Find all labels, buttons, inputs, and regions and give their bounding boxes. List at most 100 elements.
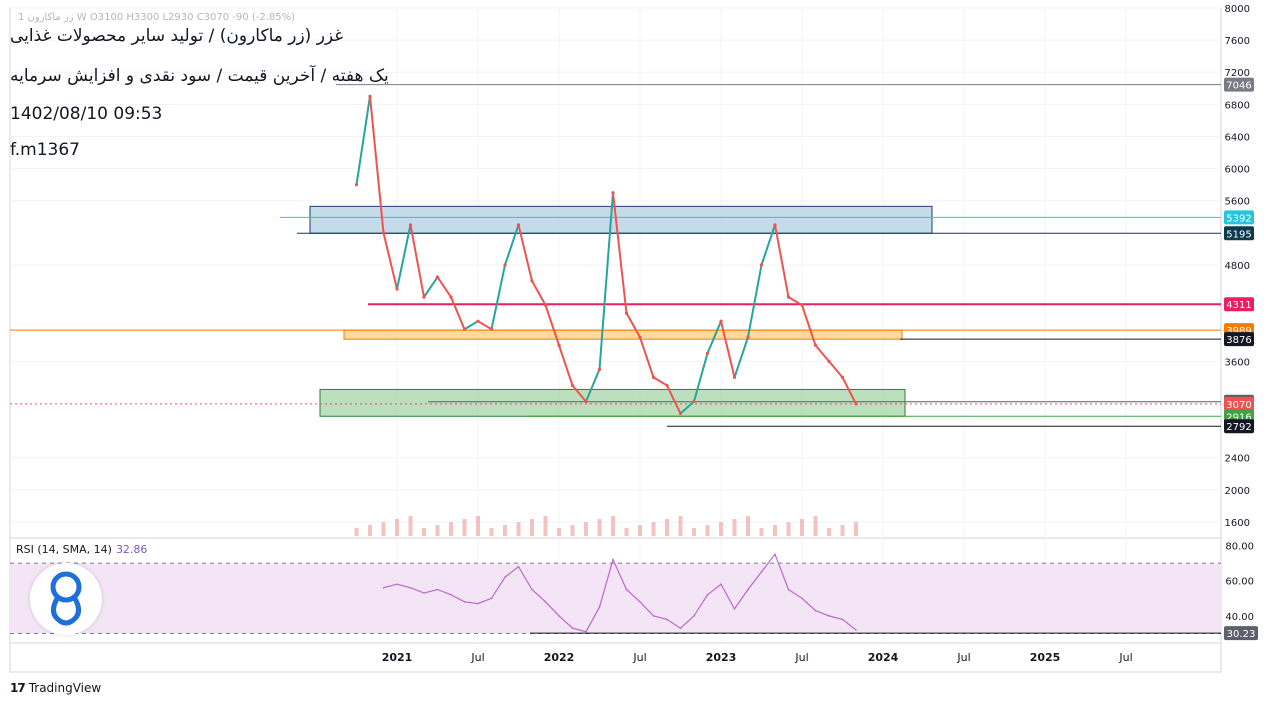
price-label-box	[1224, 396, 1254, 411]
price-segment	[544, 304, 560, 346]
volume-bar	[381, 522, 386, 536]
rsi-current-label: 30.23	[1227, 629, 1256, 640]
chart-subtitle: یک هفته / آخرین قیمت / سود نقدی و افزایش…	[10, 66, 389, 86]
volume-bar	[368, 525, 372, 536]
rsi-current-box	[1224, 626, 1258, 641]
loop-logo-icon	[50, 571, 82, 626]
price-segment	[814, 344, 830, 362]
volume-bar	[503, 525, 507, 536]
price-point	[368, 94, 372, 98]
price-axis-tick: 6000	[1225, 165, 1250, 176]
price-point	[840, 375, 845, 379]
rsi-point	[625, 588, 628, 591]
price-segment	[477, 320, 493, 331]
price-axis-tick: 3600	[1225, 357, 1250, 368]
price-point	[611, 191, 615, 195]
time-axis-tick: 2022	[544, 651, 575, 664]
price-segment	[774, 224, 790, 298]
time-axis-tick: 2023	[706, 651, 737, 664]
volume-bar	[678, 516, 683, 536]
chart-author: f.m1367	[10, 140, 80, 160]
rsi-point	[706, 593, 709, 596]
tradingview-footer[interactable]: 17 TradingView	[10, 681, 101, 695]
volume-bar	[732, 519, 737, 536]
time-axis-tick: Jul	[470, 651, 484, 664]
volume-bar	[651, 522, 656, 536]
price-segment	[787, 296, 803, 306]
price-segment	[828, 360, 844, 379]
rsi-point	[382, 586, 385, 589]
price-segment	[706, 320, 722, 354]
rsi-point	[733, 608, 736, 610]
price-segment	[382, 232, 398, 290]
rsi-point	[787, 588, 790, 591]
price-point	[395, 287, 399, 291]
chart-date: 1402/08/10 09:53	[10, 104, 163, 124]
rsi-point	[679, 627, 682, 630]
rsi-point	[423, 592, 425, 594]
rsi-point	[544, 601, 547, 603]
volume-bar	[354, 528, 359, 536]
price-point	[489, 327, 494, 331]
rsi-point	[585, 630, 587, 633]
volume-bar	[422, 528, 426, 536]
rsi-line	[383, 553, 857, 633]
price-segment	[504, 224, 520, 266]
price-point	[800, 303, 804, 307]
price-label-3876: 3876	[1226, 335, 1251, 346]
volume-bar	[759, 528, 764, 536]
rsi-point	[747, 588, 749, 591]
volume-bar	[638, 525, 642, 536]
zone-support	[319, 388, 906, 417]
chart-title: غزر (زر ماکارون) / تولید سایر محصولات غذ…	[10, 26, 344, 46]
rsi-point	[814, 609, 817, 612]
price-segment	[652, 376, 668, 387]
price-point	[516, 223, 521, 227]
price-axis-tick: 6800	[1225, 100, 1250, 111]
rsi-point	[828, 615, 830, 617]
price-point	[557, 343, 561, 347]
volume-bar	[611, 516, 615, 536]
price-segment	[760, 224, 776, 266]
price-point	[462, 327, 467, 331]
volume-bar	[597, 519, 602, 536]
rsi-point	[558, 615, 560, 617]
rsi-point	[666, 618, 668, 621]
price-point	[759, 263, 764, 267]
volume-bar	[786, 522, 791, 536]
time-axis-tick: Jul	[956, 651, 970, 664]
price-axis-tick: 1600	[1225, 518, 1250, 529]
volume-bar	[665, 519, 669, 536]
volume-bar	[854, 522, 858, 536]
volume-bar	[719, 522, 723, 536]
price-segment	[517, 224, 533, 282]
volume-bar	[489, 528, 494, 536]
rsi-point	[612, 558, 614, 561]
price-axis-tick: 7600	[1225, 36, 1250, 47]
price-segment	[531, 280, 547, 306]
volume-bar	[705, 525, 710, 536]
volume-bar	[449, 522, 453, 536]
time-axis-tick: Jul	[1118, 651, 1132, 664]
price-segment	[423, 276, 439, 298]
price-point	[624, 311, 629, 315]
price-label-box	[1224, 226, 1254, 241]
volume-bar	[800, 519, 804, 536]
rsi-point	[774, 553, 776, 556]
price-label-3989: 3989	[1226, 326, 1251, 337]
rsi-point	[720, 583, 722, 586]
volume-bar	[530, 519, 534, 536]
price-segment	[733, 336, 749, 378]
price-point	[651, 375, 656, 379]
price-segment	[693, 353, 709, 402]
price-point	[408, 223, 413, 227]
rsi-point	[652, 615, 655, 617]
price-point	[665, 383, 669, 388]
rsi-point	[517, 565, 520, 568]
rsi-point	[760, 571, 763, 573]
rsi-point	[693, 615, 695, 617]
rsi-point	[463, 601, 466, 603]
rsi-legend[interactable]: RSI (14, SMA, 14) 32.86	[16, 543, 147, 556]
volume-bar	[584, 522, 588, 536]
